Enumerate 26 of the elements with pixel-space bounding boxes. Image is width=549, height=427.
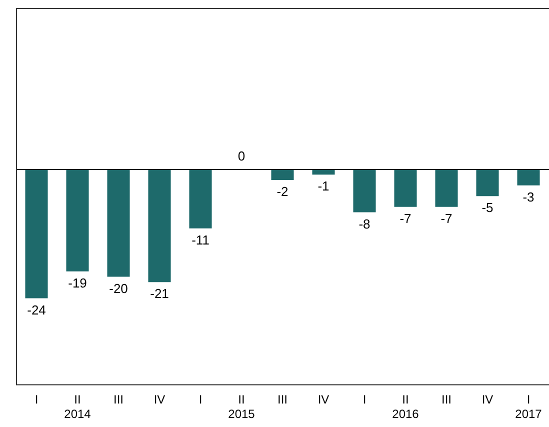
data-label: -3 (522, 189, 534, 204)
x-tick-label: I (198, 392, 202, 407)
x-tick-label: IV (318, 392, 330, 407)
data-label: -19 (68, 275, 87, 290)
data-label: 0 (238, 148, 246, 164)
data-label: -7 (440, 210, 452, 226)
data-label: -7 (400, 210, 412, 226)
data-label: -2 (276, 184, 288, 200)
x-tick-label: IV (154, 392, 166, 407)
x-tick-label: I (362, 392, 366, 407)
x-tick-label: II 2015 (228, 392, 256, 422)
data-label: -20 (109, 280, 128, 296)
x-tick-label: I 2017 (515, 392, 542, 422)
data-label: -8 (358, 216, 370, 232)
x-tick-label: II 2014 (64, 392, 92, 422)
x-tick-label: III (113, 392, 124, 407)
data-label: -24 (27, 302, 46, 318)
data-label: -21 (150, 286, 169, 302)
data-label: -1 (318, 178, 330, 194)
x-tick-label: II 2016 (392, 392, 420, 422)
x-tick-label: III (277, 392, 288, 407)
x-tick-label: III (441, 392, 452, 407)
data-label: -11 (192, 232, 210, 248)
data-label: -5 (482, 200, 494, 216)
x-tick-label: IV (482, 392, 494, 407)
x-tick-label: I (34, 392, 38, 407)
